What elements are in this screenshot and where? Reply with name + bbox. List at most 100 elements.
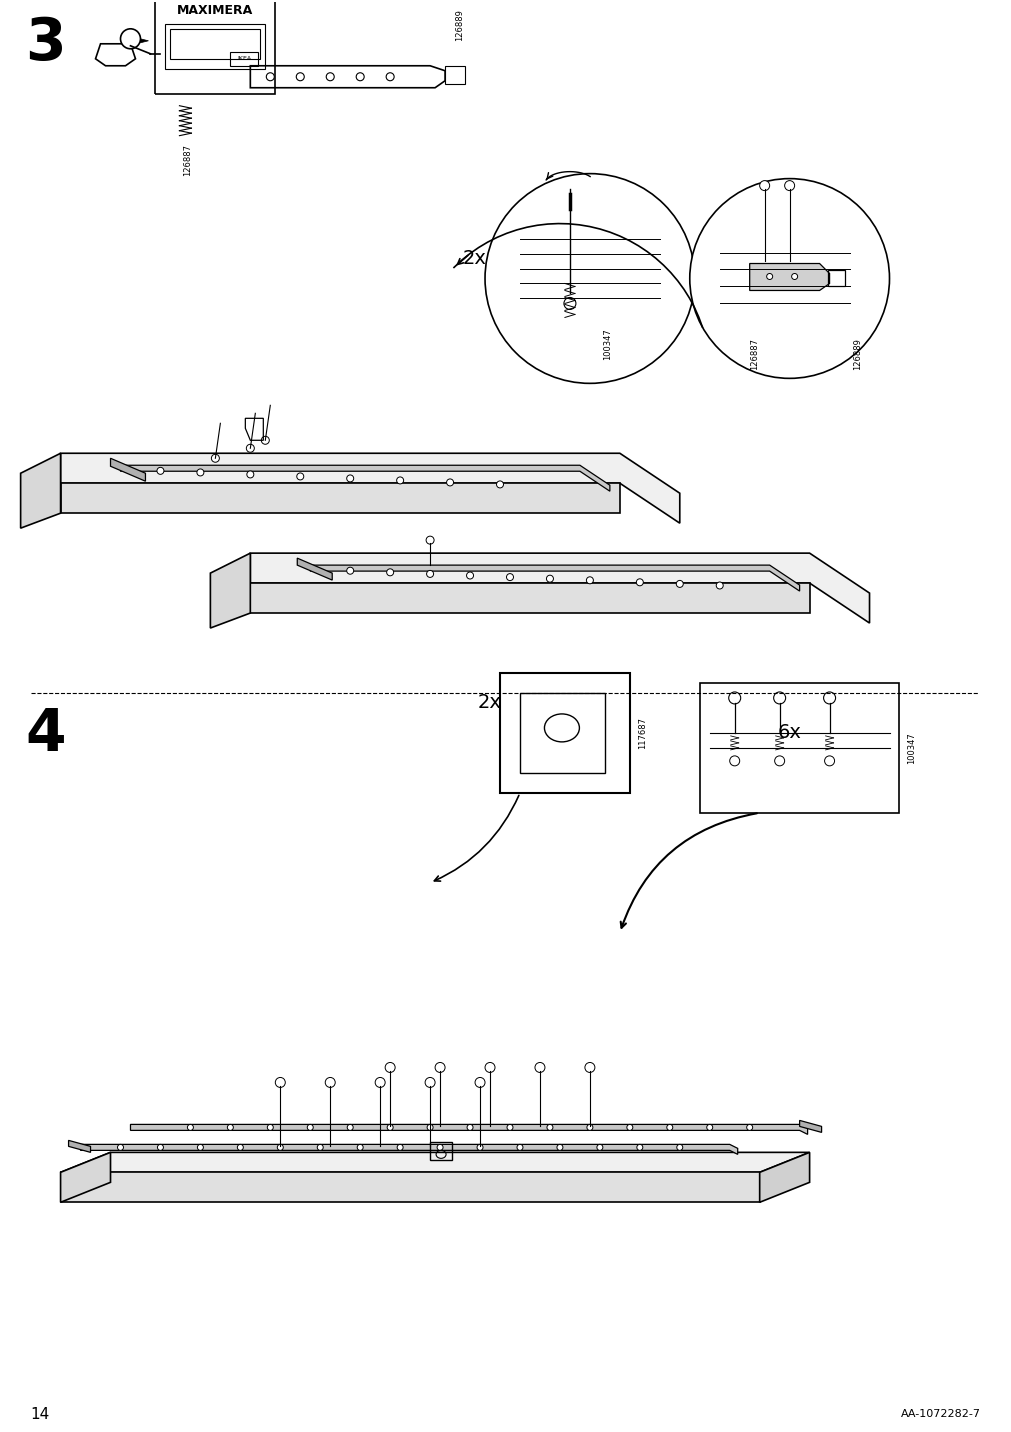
Circle shape (506, 574, 513, 580)
Circle shape (636, 1144, 642, 1150)
Circle shape (246, 444, 254, 453)
Circle shape (446, 478, 453, 485)
Polygon shape (141, 39, 149, 43)
Text: 100347: 100347 (907, 732, 916, 763)
Circle shape (546, 576, 553, 583)
Circle shape (158, 1144, 164, 1150)
Circle shape (584, 1063, 594, 1073)
Circle shape (211, 454, 219, 463)
Circle shape (563, 298, 575, 309)
Circle shape (556, 1144, 562, 1150)
Circle shape (325, 1077, 335, 1087)
Circle shape (586, 1124, 592, 1130)
Text: MAXIMERA: MAXIMERA (177, 4, 253, 17)
Circle shape (267, 1124, 273, 1130)
Polygon shape (61, 1153, 110, 1203)
Circle shape (823, 692, 835, 705)
Circle shape (426, 536, 434, 544)
Circle shape (791, 274, 797, 279)
Circle shape (585, 577, 592, 584)
Text: 4: 4 (25, 706, 66, 763)
Circle shape (716, 581, 723, 589)
Circle shape (517, 1144, 523, 1150)
Circle shape (375, 1077, 385, 1087)
Circle shape (386, 569, 393, 576)
Text: 2x: 2x (463, 249, 486, 268)
Polygon shape (81, 1144, 737, 1154)
Circle shape (746, 1124, 752, 1130)
Circle shape (474, 1077, 484, 1087)
Polygon shape (759, 1153, 809, 1203)
Circle shape (535, 1063, 544, 1073)
Polygon shape (297, 558, 332, 580)
Circle shape (484, 173, 695, 384)
Circle shape (396, 1144, 402, 1150)
Bar (165, 24, 265, 69)
Polygon shape (799, 1120, 821, 1133)
Text: 100347: 100347 (603, 328, 612, 361)
Polygon shape (250, 553, 868, 623)
Bar (156, 0, 275, 93)
Circle shape (507, 1124, 513, 1130)
Bar (231, 52, 258, 66)
Circle shape (197, 1144, 203, 1150)
Polygon shape (61, 483, 620, 513)
Text: 126889: 126889 (455, 9, 464, 40)
Circle shape (546, 1124, 552, 1130)
Circle shape (676, 1144, 682, 1150)
Circle shape (766, 274, 771, 279)
Circle shape (728, 692, 740, 705)
Circle shape (396, 477, 403, 484)
Text: 117687: 117687 (637, 717, 646, 749)
Circle shape (467, 1124, 472, 1130)
Polygon shape (749, 263, 829, 291)
Polygon shape (120, 465, 610, 491)
Circle shape (356, 73, 364, 80)
Circle shape (187, 1124, 193, 1130)
Circle shape (427, 1124, 433, 1130)
Polygon shape (69, 1140, 90, 1153)
Circle shape (496, 481, 503, 488)
Circle shape (386, 73, 393, 80)
Circle shape (277, 1144, 283, 1150)
Circle shape (266, 73, 274, 80)
Circle shape (197, 468, 203, 475)
Circle shape (157, 467, 164, 474)
Circle shape (238, 1144, 243, 1150)
Text: 6x: 6x (776, 723, 801, 742)
Bar (520, 693, 605, 773)
Circle shape (636, 579, 643, 586)
Circle shape (357, 1144, 363, 1150)
Circle shape (675, 580, 682, 587)
Circle shape (435, 1063, 445, 1073)
Circle shape (427, 570, 433, 577)
Circle shape (347, 1124, 353, 1130)
Circle shape (784, 180, 794, 190)
Circle shape (227, 1124, 234, 1130)
Bar (445, 66, 465, 83)
Polygon shape (130, 1124, 807, 1134)
Bar (699, 683, 899, 813)
Circle shape (772, 692, 785, 705)
Circle shape (759, 180, 769, 190)
Text: 3: 3 (25, 16, 66, 72)
Polygon shape (110, 458, 146, 481)
Circle shape (296, 73, 304, 80)
Circle shape (729, 756, 739, 766)
Circle shape (773, 756, 784, 766)
Bar (430, 1143, 452, 1160)
Text: IKEA: IKEA (237, 56, 251, 62)
Polygon shape (61, 454, 679, 523)
Circle shape (596, 1144, 603, 1150)
Circle shape (690, 179, 889, 378)
Bar (170, 29, 260, 59)
Circle shape (385, 1063, 394, 1073)
Text: 126887: 126887 (749, 338, 758, 371)
Circle shape (275, 1077, 285, 1087)
Circle shape (307, 1124, 313, 1130)
Circle shape (316, 1144, 323, 1150)
Circle shape (120, 29, 141, 49)
Circle shape (261, 437, 269, 444)
Polygon shape (210, 553, 250, 629)
Circle shape (626, 1124, 632, 1130)
